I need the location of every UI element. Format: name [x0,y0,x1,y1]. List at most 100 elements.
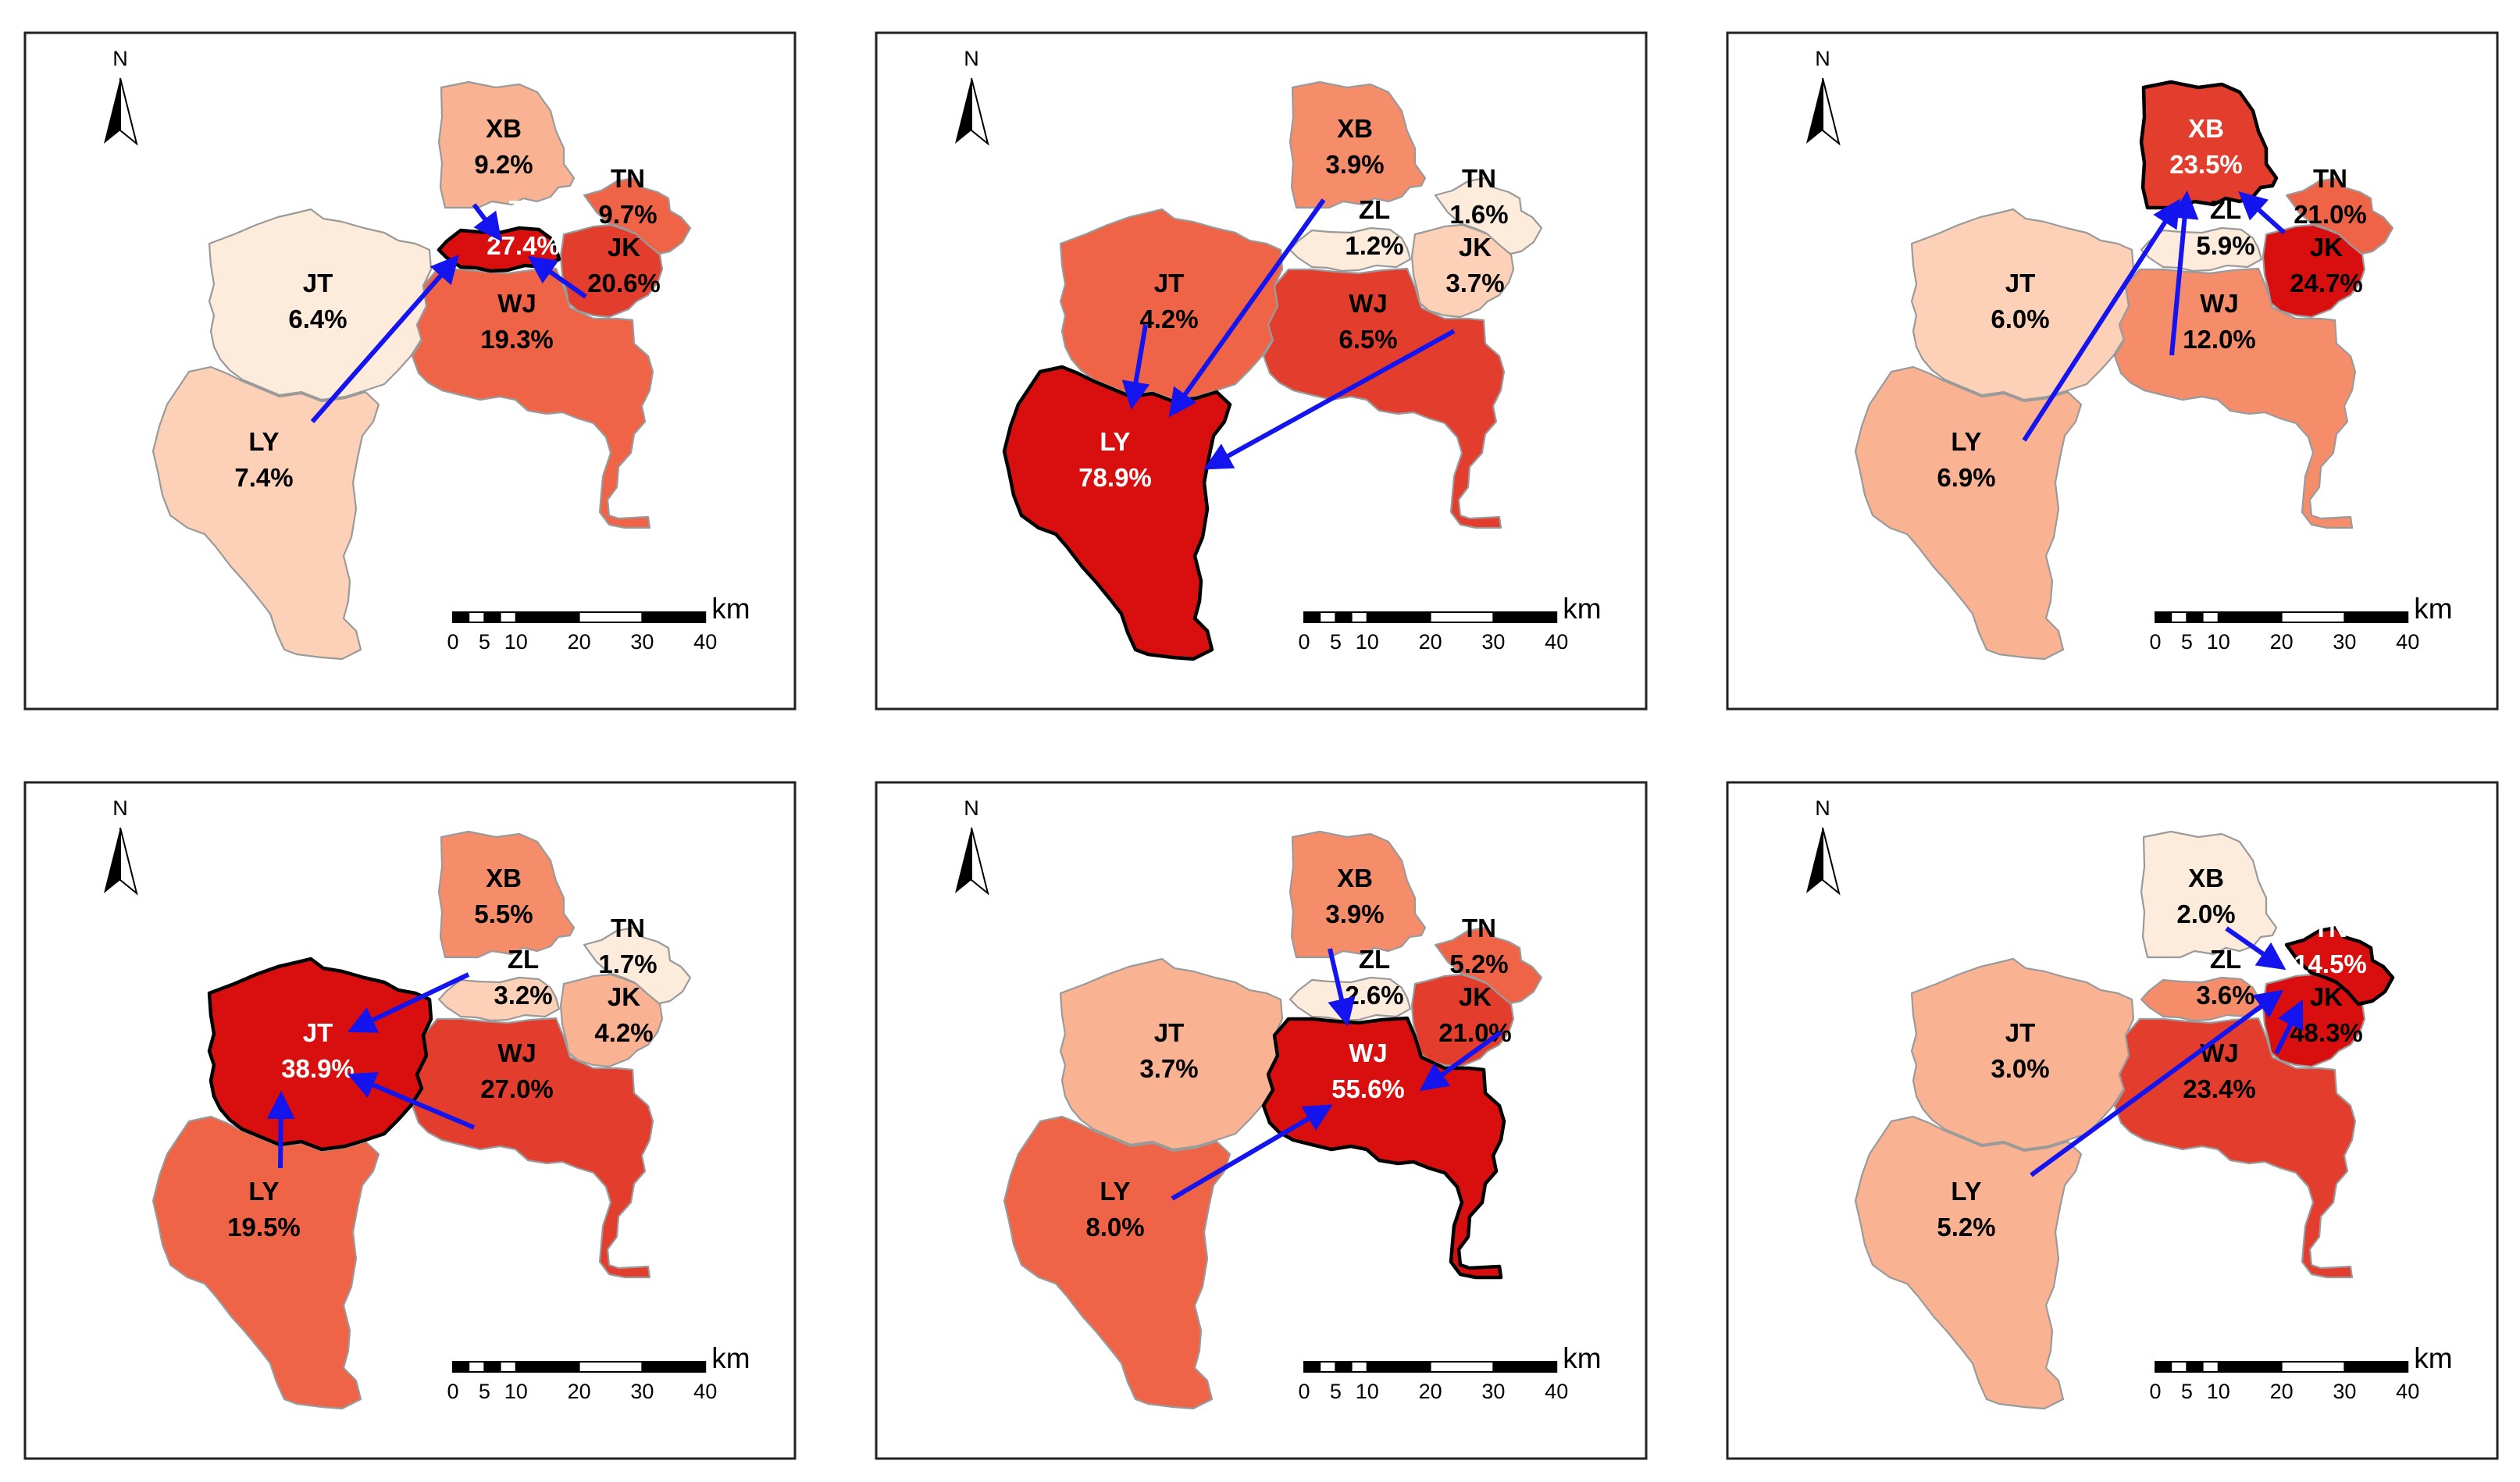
region-code-label: JT [1154,1018,1185,1047]
region-layer: XB 5.5% ZL 3.2% TN 1.7% JK 4.2% JT 38.9% WJ 27.0% LY… [151,830,692,1410]
region-value-label: 6.5% [1338,325,1397,354]
region-zl [2140,226,2263,273]
region-code-label: WJ [2200,289,2239,318]
region-code-label: XB [486,114,522,143]
scale-tick-label: 10 [2207,1380,2230,1403]
region-zl [437,976,561,1022]
scale-tick-label: 30 [2333,1380,2356,1403]
panel-frame [23,31,797,711]
region-code-label: JK [2310,233,2343,262]
region-value-label: 1.6% [1449,200,1508,229]
region-code-label: TN [611,164,645,193]
north-arrow-icon: N [104,47,138,146]
north-label: N [1815,47,1830,70]
scale-unit-label: km [711,593,750,625]
flow-arrow-wj-to-jt [347,1071,476,1130]
scale-tick-label: 10 [2207,630,2230,654]
region-tn [2285,176,2394,256]
region-code-label: XB [1337,114,1373,143]
region-value-label: 27.0% [480,1074,554,1103]
region-code-label: WJ [1349,1038,1388,1067]
scale-tick-label: 0 [1298,1380,1310,1403]
region-code-label: XB [2188,114,2224,143]
region-jt [207,957,433,1152]
region-ly [1003,1115,1231,1410]
north-label: N [964,796,979,820]
region-xb [437,80,576,209]
scale-tick-label: 10 [504,1380,528,1403]
region-code-label: LY [1951,1177,1981,1206]
flow-arrow-tn-to-xb [2238,191,2287,235]
flow-arrow-jk-to-tn [2274,999,2304,1055]
north-arrow-icon: N [955,796,989,896]
scale-tick-label: 40 [1545,630,1568,654]
region-value-label: 8.0% [1085,1213,1144,1242]
panel-grid: XB9.2%ZL27.4%TN9.7%JK20.6%JT6.4%WJ19.3%L… [23,31,2499,1460]
scale-unit-label: km [2414,1342,2452,1374]
region-ly [1854,1115,2083,1410]
region-value-label: 19.5% [227,1213,301,1242]
north-label: N [964,47,979,70]
region-code-label: ZL [1359,195,1390,224]
flow-arrow-jk-to-zl [527,255,587,299]
scale-tick-label: 0 [1298,630,1310,654]
region-code-label: LY [1951,427,1981,456]
scale-tick-label: 5 [479,630,490,654]
scale-tick-label: 20 [568,1380,591,1403]
region-value-label: 3.0% [1991,1054,2049,1083]
region-code-label: ZL [2210,945,2241,974]
region-value-label: 5.2% [1449,949,1508,978]
map-panel-6: XB 2.0% ZL 3.6% TN 14.5% JK 48.3% JT 3.0% WJ 23.4% L… [1726,781,2499,1460]
scale-tick-label: 10 [1356,630,1379,654]
region-code-label: WJ [2200,1038,2239,1067]
flow-arrow-ly-to-wj [1171,1104,1333,1201]
region-value-label: 4.2% [1139,305,1198,333]
region-code-label: WJ [497,289,536,318]
north-label: N [112,796,128,820]
scale-tick-label: 5 [2181,1380,2193,1403]
region-value-label: 3.7% [1139,1054,1198,1083]
scale-tick-label: 30 [1481,1380,1505,1403]
region-code-label: WJ [1349,289,1388,318]
scale-tick-label: 20 [568,630,591,654]
region-value-label: 5.2% [1937,1213,1995,1242]
flow-arrow-ly-to-xb [2022,198,2180,442]
scale-tick-label: 30 [630,630,654,654]
region-tn [583,926,692,1006]
region-layer: XB9.2%ZL27.4%TN9.7%JK20.6%JT6.4%WJ19.3%L… [151,80,692,661]
region-value-label: 23.5% [2169,150,2243,179]
scale-tick-label: 20 [1419,1380,1442,1403]
flow-arrow-jk-to-wj [1419,1030,1502,1092]
region-value-label: 9.7% [598,200,657,229]
region-tn [1434,926,1543,1006]
region-value-label: 4.2% [594,1018,653,1047]
scale-unit-label: km [1563,593,1601,625]
region-wj [1262,267,1506,529]
north-arrow-icon: N [1806,47,1841,146]
map-panel-3: XB 23.5% ZL 5.9% TN 21.0% JK 24.7% JT 6.0% WJ 12.0%… [1726,31,2499,711]
region-value-label: 6.4% [288,305,347,333]
map-panel-1: XB9.2%ZL27.4%TN9.7%JK20.6%JT6.4%WJ19.3%L… [23,31,797,711]
region-value-label: 7.4% [234,463,293,492]
region-code-label: XB [486,864,522,892]
flow-arrow-ly-to-jt [266,1091,295,1169]
scale-tick-label: 0 [2149,1380,2161,1403]
region-value-label: 2.6% [1345,981,1403,1010]
scale-tick-label: 40 [1545,1380,1568,1403]
flow-arrow-ly-to-tn [2030,989,2284,1177]
scale-tick-label: 10 [1356,1380,1379,1403]
scale-bar: 0 5 10 20 30 40 km [2149,593,2452,654]
region-value-label: 19.3% [480,325,554,354]
scale-bar: 0 5 10 20 30 40 km [447,593,750,654]
north-label: N [112,47,128,70]
region-code-label: JT [2005,1018,2036,1047]
flow-arrow-xb-to-ly [1168,198,1326,418]
scale-bar: 0 5 10 20 30 40 km [1298,1342,1601,1403]
region-zl [1289,226,1412,273]
panel-frame [1726,781,2499,1460]
flow-arrow-jt-to-ly [1121,324,1150,410]
scale-tick-label: 40 [693,1380,717,1403]
region-xb [437,830,576,959]
region-xb [1289,80,1427,209]
